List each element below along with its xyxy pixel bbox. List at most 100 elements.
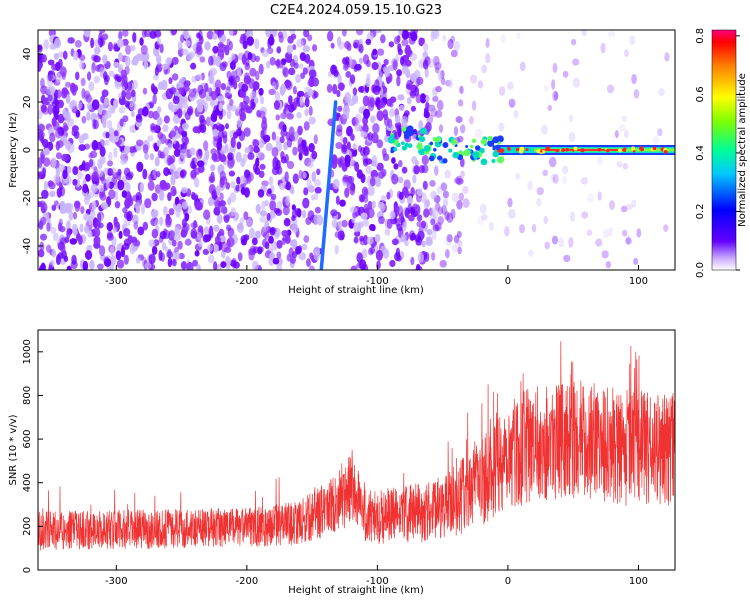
spectrogram-cell [170,175,176,186]
carrier-onset-blob [418,148,426,156]
spectrogram-cell [167,257,173,268]
spectrogram-cell [274,231,280,240]
spectrogram-cell [93,235,101,246]
spectrogram-cell [380,195,387,202]
snr-x-ticks: -300 -200 -100 0 100 [105,565,648,587]
spectrogram-cell [458,192,464,201]
spectrogram-cell [312,77,320,87]
spectrogram-cell [243,127,251,137]
spectrogram-cell [608,227,613,237]
spectrogram-cell [331,158,338,170]
spectrogram-cell [148,239,156,248]
spectrogram-cell [204,41,211,51]
spectrogram-cell [229,98,234,106]
carrier-onset-blob [451,139,458,146]
spectrogram-cell [289,256,296,264]
spectrogram-cell [335,142,343,150]
spectrogram-cell [97,222,104,229]
spectrogram-cell [180,186,188,194]
spectrogram-cell [600,42,606,54]
spectrogram-cell [122,115,129,123]
spectrogram-cell [314,206,321,214]
spectrogram-cell [393,36,400,45]
spectrogram-cell [360,173,366,184]
spectrogram-cell [291,223,299,234]
spectrogram-cell [401,166,408,174]
spectrogram-cell [422,180,428,191]
spectrogram-cell [291,238,298,250]
spectrogram-cell [266,212,271,221]
spectrogram-cell [291,204,296,211]
spectrogram-cell [158,249,163,261]
spectrogram-cell [244,169,251,179]
spectrogram-cell [51,117,57,127]
spectrogram-cell [84,161,91,172]
spectrogram-cell [166,57,173,64]
spectrogram-cell [208,55,214,66]
spectrogram-cell [398,159,403,168]
carrier-onset-blob [390,149,394,154]
spectrogram-cell [72,211,78,220]
spectrogram-cell [204,82,209,92]
spectrogram-cell [210,112,218,122]
spectrogram-cell [286,44,294,55]
spectrogram-cell [259,216,267,223]
spectrogram-cell [144,152,149,160]
spectrogram-cell [571,38,577,46]
carrier-onset-blob [435,137,442,143]
spectrogram-cell [242,152,248,164]
spectrogram-cell [314,186,322,194]
spectrogram-cell [310,194,316,201]
spectrogram-cell [119,118,124,127]
spectrogram-cell [367,200,373,210]
spectrogram-cell [297,125,303,136]
spectrogram-cell [67,203,74,211]
spectrogram-cell [434,61,442,70]
spectrogram-cell [562,70,569,78]
spectrogram-cell [398,30,403,36]
spectrogram-cell [410,256,415,266]
spectrogram-cell [120,250,126,258]
carrier-hotspot [541,150,546,154]
spectrogram-cell [120,150,126,160]
carrier-onset-blob [387,136,396,144]
spectrogram-cell [413,165,420,175]
spectrogram-cell [63,50,68,60]
spectrogram-cell [181,130,188,138]
spectrogram-cell [373,159,379,168]
spectrogram-cell [159,179,167,190]
spectrogram-cell [657,128,663,137]
spectrogram-cell [352,39,360,49]
spectrogram-cell [109,246,115,256]
spectrogram-cell [337,40,345,50]
spectrogram-cell [54,37,62,49]
spectrogram-cell [220,82,227,91]
spectrogram-cell [376,110,384,122]
spectrogram-cell [376,260,381,270]
spectrogram-cell [101,89,109,98]
spectrogram-cell [125,172,133,181]
spectrogram-cell [228,170,236,177]
spectrogram-cell [270,193,277,201]
spectrogram-cell [178,252,185,260]
spectrogram-cell [123,181,131,193]
spectrogram-cell [341,219,348,228]
spectrogram-cell [87,230,93,238]
spectrogram-cell [181,123,189,130]
spectrogram-cell [306,258,311,267]
spectrogram-cell [351,217,356,224]
spectrogram-cell [246,36,254,46]
spectrogram-cell [568,114,574,123]
spectrogram-cell [246,30,254,39]
carrier-hotspot [561,148,565,153]
spectrogram-cell [87,191,94,199]
spectrogram-cell [125,44,132,55]
spectrogram-cell [55,61,61,72]
spectrogram-cell [433,208,439,220]
spectrogram-cell [614,130,619,139]
spectrogram-cell [207,196,215,206]
spectrogram-cell [85,173,91,182]
carrier-onset-blob [428,155,435,162]
spectrogram-cell [237,252,243,262]
spectrogram-cell [304,108,309,117]
